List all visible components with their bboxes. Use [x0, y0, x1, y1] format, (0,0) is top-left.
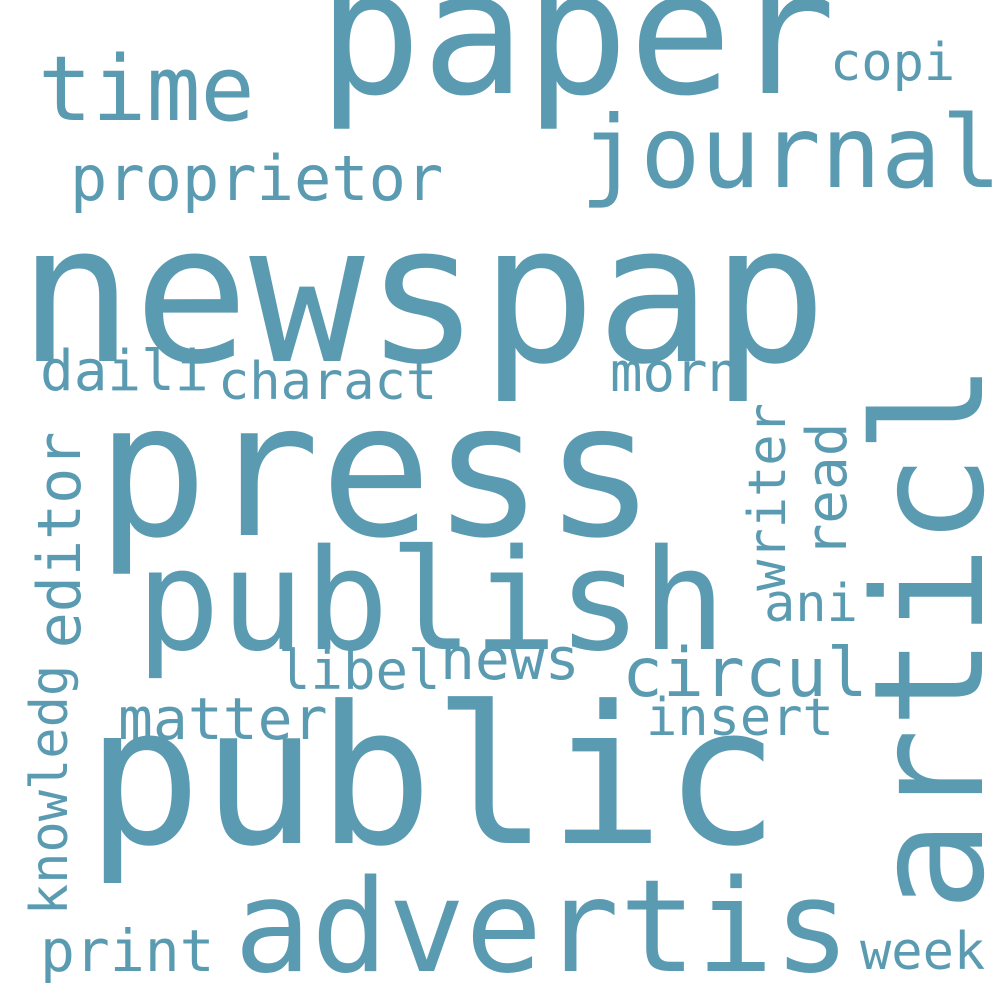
word-journal: journal [580, 94, 1000, 211]
word-circul: circul [622, 634, 868, 713]
word-advertis: advertis [234, 853, 851, 1000]
word-knowledg: knowledg [20, 664, 80, 916]
word-press: press [96, 362, 656, 579]
word-articl: articl [841, 362, 1000, 912]
word-ani: ani [764, 574, 858, 634]
word-publish: publish [136, 520, 727, 683]
word-paper: paper [318, 0, 836, 134]
word-newspap: newspap [18, 184, 828, 407]
word-editor: editor [25, 431, 95, 649]
word-public: public [86, 666, 780, 889]
word-proprietor: proprietor [70, 142, 444, 215]
word-writer: writer [738, 403, 798, 591]
word-news: news [440, 625, 580, 693]
word-insert: insert [646, 688, 834, 748]
word-print: print [40, 917, 215, 985]
word-copi: copi [830, 33, 956, 93]
word-matter: matter [118, 685, 328, 753]
word-daili: daili [40, 339, 209, 404]
word-time: time [38, 37, 255, 142]
word-libel: libel [278, 639, 441, 702]
word-read: read [795, 422, 860, 558]
word-charact: charact [218, 352, 438, 412]
word-morn: morn [610, 341, 741, 404]
word-week: week [860, 922, 986, 982]
